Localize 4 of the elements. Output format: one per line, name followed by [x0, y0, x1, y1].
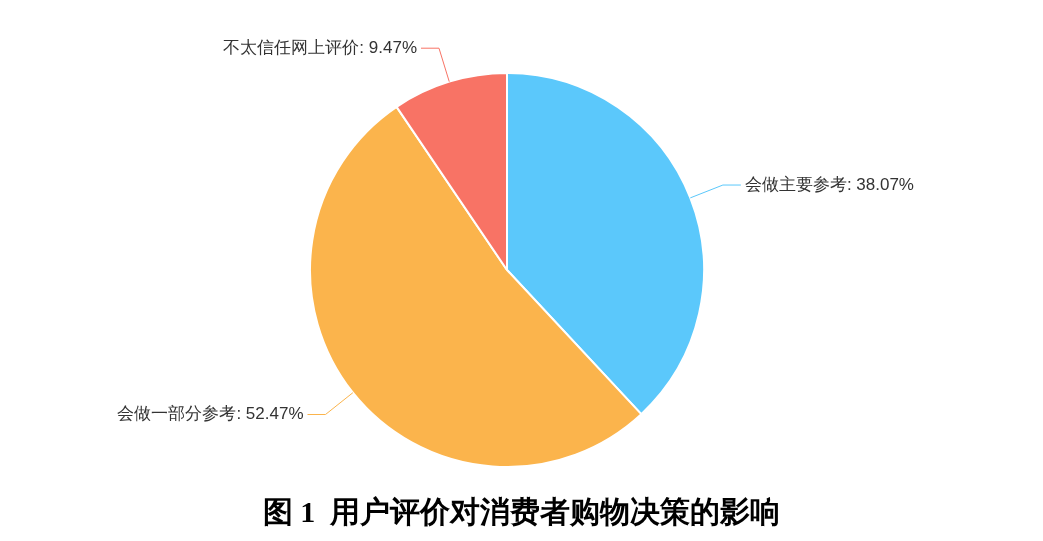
slice-label: 会做一部分参考: 52.47% [117, 404, 304, 424]
slice-label: 会做主要参考: 38.07% [744, 174, 914, 194]
slice-label: 不太信任网上评价: 9.47% [223, 37, 417, 57]
text: 图 1 用户评价对消费者购物决策的影响 [261, 494, 782, 530]
